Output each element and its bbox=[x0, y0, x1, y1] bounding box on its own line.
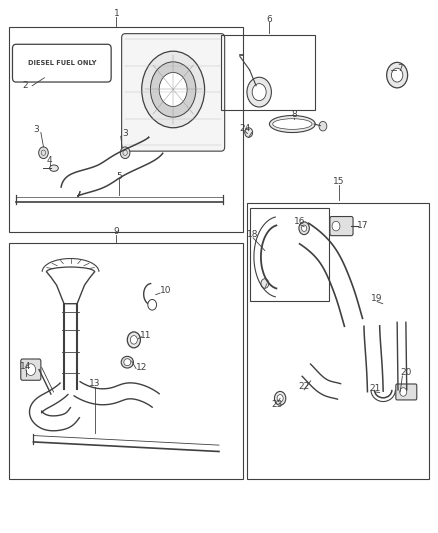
Circle shape bbox=[332, 221, 340, 231]
Circle shape bbox=[319, 122, 327, 131]
FancyBboxPatch shape bbox=[396, 384, 417, 400]
Circle shape bbox=[301, 225, 307, 231]
Text: 11: 11 bbox=[140, 331, 152, 340]
Text: 24: 24 bbox=[240, 124, 251, 133]
Text: 14: 14 bbox=[20, 362, 32, 371]
Bar bbox=[251, 208, 329, 301]
FancyBboxPatch shape bbox=[12, 44, 111, 82]
FancyBboxPatch shape bbox=[122, 34, 225, 151]
Ellipse shape bbox=[124, 359, 131, 366]
Text: 2: 2 bbox=[22, 81, 28, 90]
Text: 8: 8 bbox=[291, 110, 297, 119]
Ellipse shape bbox=[49, 165, 58, 171]
Circle shape bbox=[247, 77, 272, 107]
Text: 22: 22 bbox=[299, 382, 310, 391]
Ellipse shape bbox=[273, 119, 312, 130]
Text: 9: 9 bbox=[113, 228, 119, 237]
Text: 12: 12 bbox=[136, 363, 147, 372]
FancyBboxPatch shape bbox=[330, 216, 353, 236]
Circle shape bbox=[261, 279, 269, 288]
Circle shape bbox=[387, 62, 408, 88]
Circle shape bbox=[275, 391, 286, 405]
Text: 6: 6 bbox=[266, 15, 272, 24]
Circle shape bbox=[252, 84, 266, 101]
Text: 19: 19 bbox=[371, 294, 383, 303]
Ellipse shape bbox=[269, 116, 315, 133]
Circle shape bbox=[150, 62, 196, 117]
Text: 4: 4 bbox=[47, 156, 53, 165]
Text: 18: 18 bbox=[247, 230, 259, 239]
Text: 17: 17 bbox=[357, 221, 368, 230]
Bar bbox=[221, 35, 315, 110]
Ellipse shape bbox=[121, 357, 134, 368]
Circle shape bbox=[131, 336, 138, 344]
Bar bbox=[10, 27, 243, 232]
Text: 13: 13 bbox=[89, 379, 100, 388]
Circle shape bbox=[245, 128, 253, 138]
Text: 16: 16 bbox=[294, 217, 306, 226]
Circle shape bbox=[39, 147, 48, 159]
Text: 15: 15 bbox=[333, 177, 345, 186]
Circle shape bbox=[400, 387, 407, 396]
Text: 3: 3 bbox=[122, 129, 128, 138]
Bar bbox=[247, 203, 428, 479]
Text: 7: 7 bbox=[397, 64, 403, 72]
Text: DIESEL FUEL ONLY: DIESEL FUEL ONLY bbox=[28, 60, 96, 66]
Circle shape bbox=[299, 222, 309, 235]
Text: 20: 20 bbox=[400, 368, 412, 377]
Circle shape bbox=[392, 68, 403, 82]
Circle shape bbox=[159, 72, 187, 107]
Circle shape bbox=[148, 300, 156, 310]
Circle shape bbox=[277, 394, 283, 402]
Circle shape bbox=[142, 51, 205, 128]
FancyBboxPatch shape bbox=[21, 359, 41, 380]
Text: 1: 1 bbox=[113, 9, 119, 18]
Text: 21: 21 bbox=[370, 384, 381, 393]
Text: 10: 10 bbox=[160, 286, 172, 295]
Text: 23: 23 bbox=[271, 400, 283, 409]
Bar bbox=[10, 243, 243, 479]
Circle shape bbox=[120, 147, 130, 159]
Text: 5: 5 bbox=[117, 172, 122, 181]
Circle shape bbox=[127, 332, 141, 348]
Text: 3: 3 bbox=[34, 125, 39, 134]
Circle shape bbox=[26, 364, 35, 375]
